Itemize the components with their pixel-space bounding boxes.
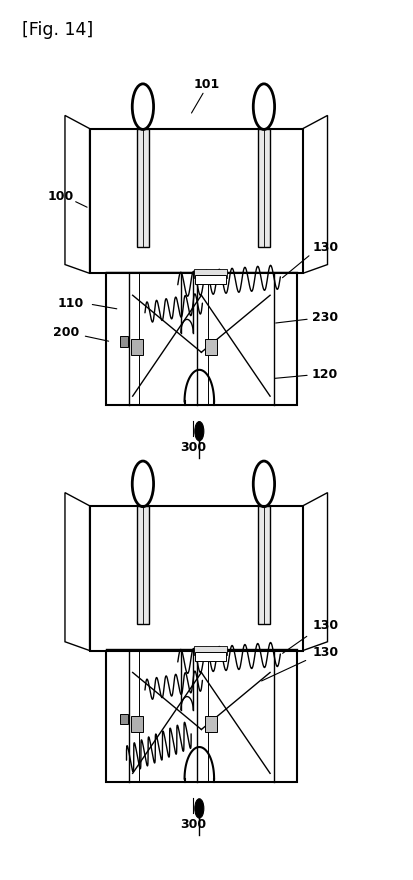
- Bar: [90, 506, 303, 650]
- Circle shape: [195, 799, 204, 818]
- Bar: [194, 646, 227, 655]
- Circle shape: [195, 422, 204, 441]
- Polygon shape: [65, 493, 90, 650]
- Text: [Fig. 14]: [Fig. 14]: [22, 21, 93, 39]
- Text: 300: 300: [180, 441, 206, 453]
- Text: 110: 110: [57, 297, 83, 310]
- Bar: [120, 714, 128, 724]
- Bar: [131, 339, 143, 355]
- Text: 300: 300: [180, 818, 206, 831]
- Bar: [106, 650, 297, 782]
- Text: 200: 200: [53, 326, 79, 340]
- Text: 101: 101: [193, 78, 220, 92]
- Bar: [205, 339, 217, 355]
- Bar: [137, 128, 149, 247]
- Bar: [258, 506, 270, 624]
- Bar: [120, 336, 128, 347]
- Bar: [194, 269, 227, 278]
- Bar: [195, 652, 226, 661]
- Text: 120: 120: [311, 368, 338, 381]
- Text: 130: 130: [312, 240, 339, 253]
- Bar: [90, 128, 303, 274]
- Polygon shape: [303, 493, 328, 650]
- Text: 100: 100: [48, 189, 74, 202]
- Text: 130: 130: [312, 620, 339, 633]
- Bar: [195, 275, 226, 284]
- Bar: [258, 128, 270, 247]
- Bar: [131, 716, 143, 732]
- Text: 230: 230: [311, 311, 338, 324]
- Bar: [205, 716, 217, 732]
- Polygon shape: [303, 115, 328, 274]
- Polygon shape: [65, 115, 90, 274]
- Bar: [137, 506, 149, 624]
- Bar: [106, 274, 297, 405]
- Text: 130: 130: [312, 646, 339, 659]
